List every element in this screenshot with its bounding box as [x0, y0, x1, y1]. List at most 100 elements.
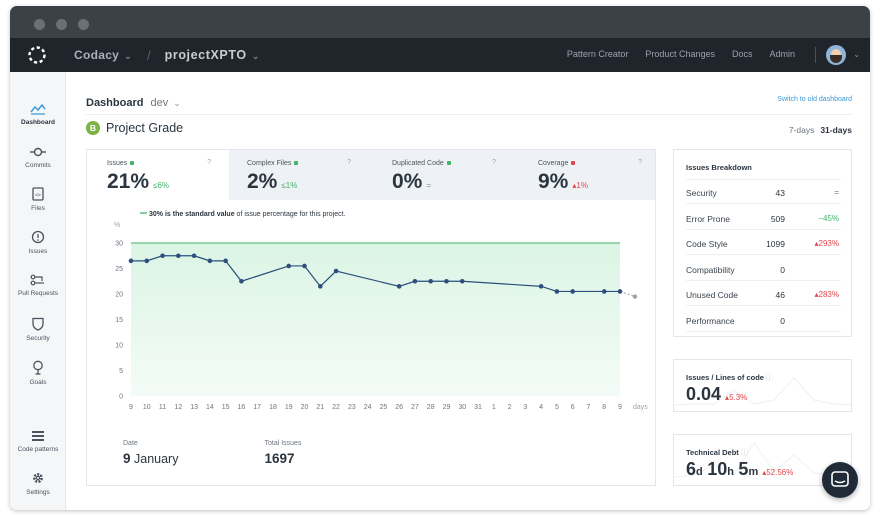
commit-icon [30, 147, 46, 157]
data-point[interactable] [617, 289, 623, 294]
x-tick-label: 3 [523, 404, 527, 411]
metric-name: Coverage [538, 160, 576, 167]
help-icon[interactable]: ? [207, 159, 211, 166]
nav-link-admin[interactable]: Admin [769, 49, 795, 59]
data-point[interactable] [459, 278, 465, 284]
x-tick-label: 20 [301, 404, 309, 411]
breakdown-row-compatibility[interactable]: Compatibility 0 [686, 256, 841, 281]
breakdown-delta: = [834, 188, 839, 197]
sidebar-item-settings[interactable]: Settings [10, 471, 66, 496]
x-tick-label: 16 [238, 404, 246, 411]
data-point[interactable] [223, 258, 228, 264]
help-icon[interactable]: ⓘ [766, 373, 774, 382]
x-tick-label: 19 [285, 404, 293, 411]
data-point[interactable] [176, 253, 181, 259]
metric-tab-issues[interactable]: Issues ? 21% ≤6% [87, 150, 229, 200]
page-header: Dashboard dev ⌄ Switch to old dashboard [86, 93, 852, 115]
data-point[interactable] [538, 284, 544, 289]
data-point[interactable] [160, 253, 165, 259]
sidebar-item-label: Issues [28, 248, 48, 255]
help-icon[interactable]: ⓘ [740, 448, 749, 457]
breakdown-row-performance[interactable]: Performance 0 [686, 307, 841, 332]
chevron-down-icon: ⌄ [251, 51, 260, 61]
branch-selector[interactable]: dev ⌄ [150, 97, 181, 109]
goal-pin-icon [33, 360, 43, 375]
chat-launcher-button[interactable] [822, 462, 858, 498]
chevron-down-icon: ⌄ [173, 98, 181, 108]
chevron-down-icon[interactable]: ⌄ [853, 50, 860, 59]
date-label: Date [123, 440, 138, 447]
window-minimize-button[interactable] [56, 19, 67, 30]
range-31-days[interactable]: 31-days [820, 125, 852, 135]
chart-footer-stats: Date 9 January Total Issues 1697 [123, 440, 301, 466]
breakdown-row-security[interactable]: Security 43 = [686, 179, 841, 204]
range-7-days[interactable]: 7-days [788, 125, 815, 135]
breakdown-row-code-style[interactable]: Code Style 1099 ▴293% [686, 230, 841, 255]
sidebar-item-label: Files [31, 205, 45, 212]
metric-tab-complex-files[interactable]: Complex Files ? 2% ≤1% [227, 150, 369, 200]
breakdown-row-error-prone[interactable]: Error Prone 509 −45% [686, 205, 841, 230]
x-tick-label: 15 [222, 404, 230, 411]
data-point[interactable] [396, 284, 402, 289]
nav-link-docs[interactable]: Docs [731, 49, 753, 59]
chat-icon [831, 471, 849, 487]
projection-point[interactable] [632, 294, 638, 299]
data-point[interactable] [128, 258, 134, 264]
data-point[interactable] [317, 284, 323, 289]
time-range-toggle: 7-days 31-days [789, 125, 852, 135]
data-point[interactable] [286, 263, 292, 269]
debt-card-value: 6d 10h 5m ▴52.56% [686, 459, 794, 479]
data-point[interactable] [412, 278, 418, 284]
data-point[interactable] [444, 278, 449, 284]
data-point[interactable] [554, 289, 560, 294]
issues-per-loc-card[interactable]: Issues / Lines of code ⓘ 0.04 ▴5.3% [673, 359, 853, 412]
x-tick-label: 9 [618, 404, 622, 411]
switch-old-dashboard-link[interactable]: Switch to old dashboard [777, 96, 852, 103]
grade-panel: Issues ? 21% ≤6% Complex Files ? 2% ≤1% Du… [86, 149, 656, 486]
sidebar-item-goals[interactable]: Goals [10, 360, 66, 386]
data-point[interactable] [239, 278, 244, 284]
data-point[interactable] [191, 253, 197, 259]
help-icon[interactable]: ? [492, 159, 496, 166]
breakdown-row-unused-code[interactable]: Unused Code 46 ▴283% [686, 281, 841, 306]
data-point[interactable] [428, 278, 434, 284]
sidebar-item-code-patterns[interactable]: Code patterns [10, 430, 66, 453]
project-selector[interactable]: projectXPTO ⌄ [164, 48, 260, 62]
data-point[interactable] [601, 289, 607, 294]
svg-text:<>: <> [35, 193, 41, 199]
loc-card-delta: ▴5.3% [725, 393, 748, 402]
user-avatar[interactable] [826, 45, 846, 65]
metric-value: 21% ≤6% [107, 170, 169, 193]
data-point[interactable] [570, 289, 575, 294]
app-window: Codacy ⌄ / projectXPTO ⌄ Pattern Creator P… [10, 6, 870, 510]
y-tick-label: 5 [119, 368, 123, 375]
breakdown-count: 46 [775, 290, 785, 300]
sidebar-item-security[interactable]: Security [10, 317, 66, 342]
metric-tab-duplicated-code[interactable]: Duplicated Code ? 0% = [372, 150, 514, 200]
avatar-beard [830, 55, 842, 63]
chart-legend: 30% is the standard value of issue perce… [149, 211, 346, 218]
metric-tab-coverage[interactable]: Coverage ? 9% ▴1% [518, 150, 660, 200]
window-close-button[interactable] [34, 19, 45, 30]
pull-request-icon [30, 274, 44, 286]
debt-card-title: Technical Debt ⓘ [686, 448, 749, 457]
sidebar-item-files[interactable]: <> Files [10, 187, 66, 212]
status-dot [446, 161, 451, 166]
codacy-logo-icon[interactable] [27, 45, 47, 65]
nav-link-pattern-creator[interactable]: Pattern Creator [566, 49, 629, 59]
data-point[interactable] [333, 268, 339, 274]
help-icon[interactable]: ? [347, 159, 351, 166]
org-selector[interactable]: Codacy ⌄ [74, 48, 132, 62]
metric-delta: = [426, 181, 432, 190]
sidebar-item-issues[interactable]: Issues [10, 230, 66, 255]
data-point[interactable] [302, 263, 307, 269]
sidebar-item-commits[interactable]: Commits [10, 146, 66, 169]
y-tick-label: 30 [115, 241, 123, 248]
nav-link-product-changes[interactable]: Product Changes [645, 49, 715, 59]
sidebar-item-dashboard[interactable]: Dashboard [10, 103, 66, 126]
data-point[interactable] [207, 258, 213, 264]
sidebar-item-pull-requests[interactable]: Pull Requests [10, 274, 66, 297]
window-zoom-button[interactable] [78, 19, 89, 30]
help-icon[interactable]: ? [638, 159, 642, 166]
data-point[interactable] [144, 258, 150, 264]
